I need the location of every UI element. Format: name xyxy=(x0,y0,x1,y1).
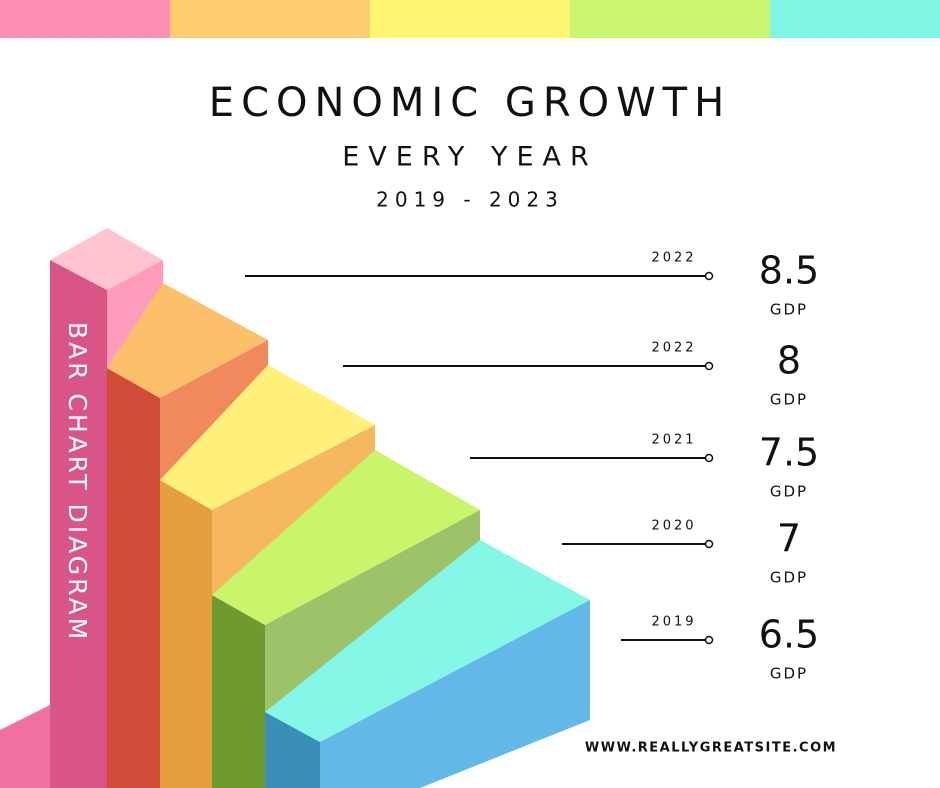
block-top xyxy=(265,540,590,742)
block-top xyxy=(50,228,163,290)
block-top xyxy=(160,365,375,510)
stripe xyxy=(0,0,170,38)
gdp-value: 7 xyxy=(777,517,801,561)
leader-dot xyxy=(704,271,714,281)
block-face xyxy=(265,712,320,788)
block-side xyxy=(320,600,590,788)
block-face xyxy=(50,260,107,788)
color-stripe xyxy=(0,0,940,38)
stripe xyxy=(370,0,570,38)
gdp-value: 8 xyxy=(777,339,801,383)
stripe xyxy=(570,0,770,38)
period: 2019 - 2023 xyxy=(376,188,564,212)
stripe xyxy=(770,0,940,38)
block-floor xyxy=(0,705,50,788)
block-side xyxy=(265,510,480,712)
year-label: 2021 xyxy=(651,433,696,448)
gdp-unit: GDP xyxy=(770,569,808,587)
leader-dot xyxy=(704,635,714,645)
leader-dot xyxy=(704,453,714,463)
block-top xyxy=(107,283,268,398)
year-label: 2019 xyxy=(651,615,696,630)
title: ECONOMIC GROWTH xyxy=(209,80,731,126)
gdp-unit: GDP xyxy=(770,391,808,409)
block-face xyxy=(107,368,160,788)
subtitle: EVERY YEAR xyxy=(342,142,597,173)
gdp-value: 7.5 xyxy=(759,431,819,475)
stair-blocks xyxy=(0,228,590,788)
year-label: 2022 xyxy=(651,251,696,266)
stripe xyxy=(170,0,370,38)
gdp-unit: GDP xyxy=(770,301,808,319)
gdp-unit: GDP xyxy=(770,665,808,683)
footer: WWW.REALLYGREATSITE.COM xyxy=(585,741,837,756)
block-face xyxy=(212,595,265,788)
gdp-unit: GDP xyxy=(770,483,808,501)
block-face xyxy=(160,480,212,788)
side-label: BAR CHART DIAGRAM xyxy=(63,322,92,642)
gdp-value: 8.5 xyxy=(759,249,819,293)
block-top xyxy=(212,450,480,625)
block-side xyxy=(212,425,375,595)
leader-dot xyxy=(704,361,714,371)
rows: 2022 8.5 GDP 2022 8 GDP 2021 7.5 GDP 2020 7 GDP 2019… xyxy=(245,249,819,683)
leader-dot xyxy=(704,539,714,549)
gdp-value: 6.5 xyxy=(759,613,819,657)
block-side xyxy=(160,340,268,480)
year-label: 2020 xyxy=(651,519,696,534)
year-label: 2022 xyxy=(651,341,696,356)
